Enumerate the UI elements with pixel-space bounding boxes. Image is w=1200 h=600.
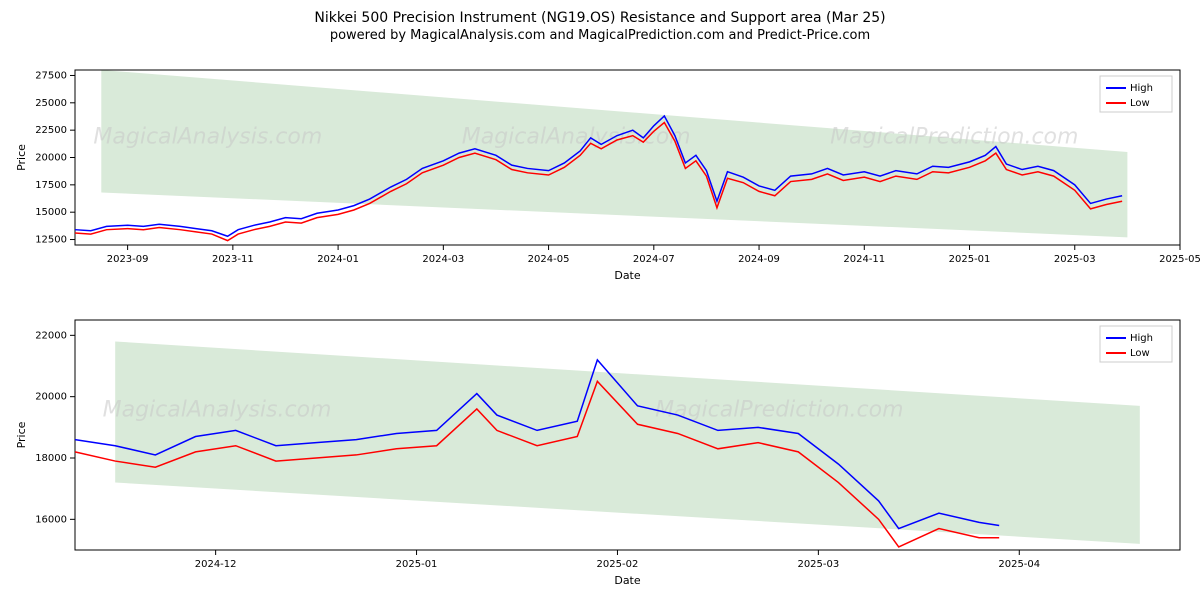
legend-low-label: Low (1130, 348, 1150, 359)
xtick-label: 2024-05 (528, 254, 570, 265)
legend-low-label: Low (1130, 98, 1150, 109)
xtick-label: 2025-03 (1054, 254, 1096, 265)
support-resistance-band (101, 70, 1127, 237)
ytick-label: 20000 (35, 153, 67, 164)
xtick-label: 2024-07 (633, 254, 675, 265)
ytick-label: 22500 (35, 125, 67, 136)
x-axis-label: Date (614, 574, 641, 587)
xtick-label: 2025-05 (1159, 254, 1200, 265)
ytick-label: 12500 (35, 235, 67, 246)
xtick-label: 2025-01 (949, 254, 991, 265)
xtick-label: 2024-09 (738, 254, 780, 265)
ytick-label: 27500 (35, 70, 67, 81)
xtick-label: 2024-01 (317, 254, 359, 265)
ytick-label: 15000 (35, 207, 67, 218)
xtick-label: 2025-02 (597, 559, 639, 570)
ytick-label: 17500 (35, 180, 67, 191)
watermark: MagicalPrediction.com (655, 398, 903, 423)
ytick-label: 16000 (35, 514, 67, 525)
y-axis-label: Price (15, 144, 28, 171)
xtick-label: 2024-03 (422, 254, 464, 265)
legend-high-label: High (1130, 333, 1153, 344)
xtick-label: 2024-12 (195, 559, 237, 570)
xtick-label: 2025-01 (396, 559, 438, 570)
ytick-label: 25000 (35, 98, 67, 109)
ytick-label: 18000 (35, 453, 67, 464)
xtick-label: 2024-11 (843, 254, 885, 265)
ytick-label: 22000 (35, 330, 67, 341)
watermark: MagicalAnalysis.com (103, 398, 332, 423)
watermark: MagicalAnalysis.com (93, 125, 322, 150)
xtick-label: 2023-11 (212, 254, 254, 265)
xtick-label: 2025-04 (998, 559, 1040, 570)
x-axis-label: Date (614, 269, 641, 282)
legend-high-label: High (1130, 83, 1153, 94)
xtick-label: 2025-03 (797, 559, 839, 570)
y-axis-label: Price (15, 421, 28, 448)
chart-canvas: MagicalAnalysis.com MagicalAnalysis.com Ma… (0, 0, 1200, 600)
xtick-label: 2023-09 (107, 254, 149, 265)
ytick-label: 20000 (35, 392, 67, 403)
watermark: MagicalPrediction.com (830, 125, 1078, 150)
